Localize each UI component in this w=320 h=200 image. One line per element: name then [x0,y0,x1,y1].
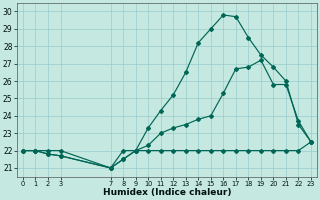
X-axis label: Humidex (Indice chaleur): Humidex (Indice chaleur) [103,188,231,197]
